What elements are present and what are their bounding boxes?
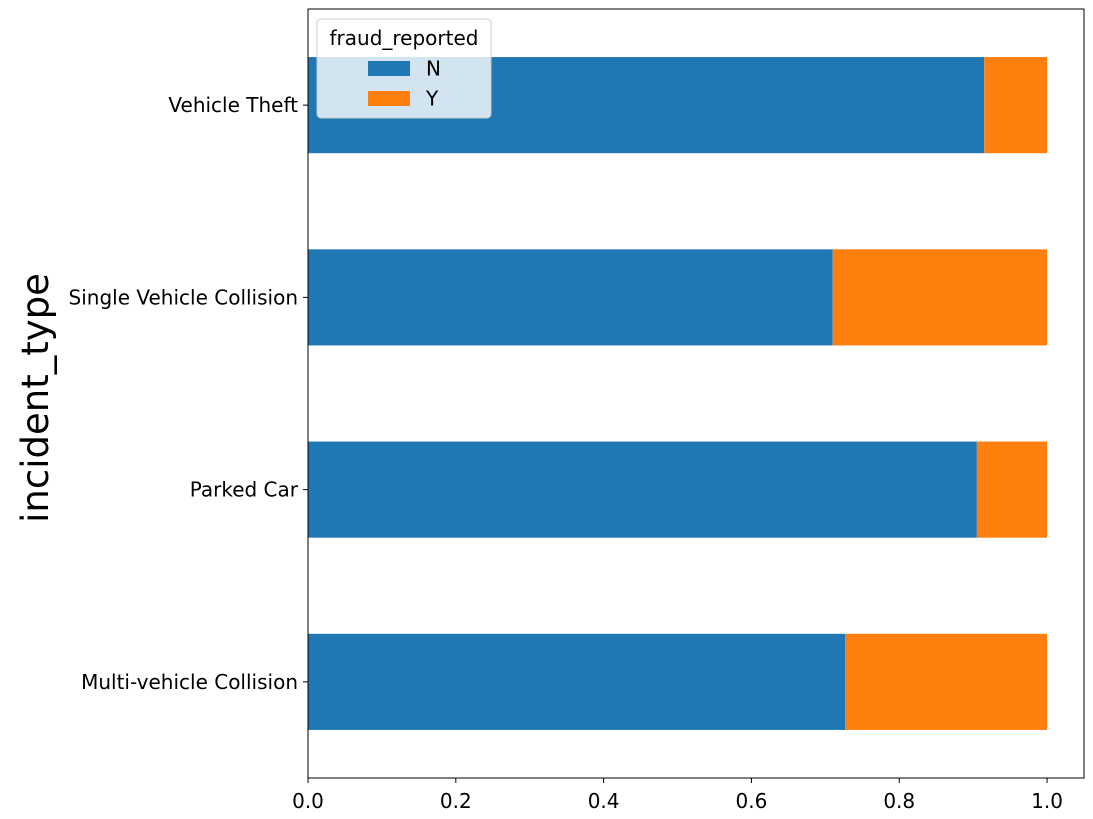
- legend-label-y: Y: [425, 87, 439, 111]
- legend-label-n: N: [426, 57, 441, 81]
- bar-multi-vehicle-collision-n: [308, 633, 846, 730]
- y-tick-label-parked-car: Parked Car: [190, 478, 299, 502]
- bars-group: [308, 57, 1048, 730]
- y-axis-label: incident_type: [14, 273, 57, 523]
- y-axis-ticks: Multi-vehicle Collision Parked Car Single …: [69, 93, 308, 694]
- bar-single-vehicle-collision-y: [832, 249, 1048, 346]
- bar-parked-car-y: [976, 441, 1048, 538]
- x-tick-label: 0.8: [883, 789, 915, 813]
- legend-title: fraud_reported: [330, 26, 479, 50]
- legend: fraud_reported NY: [316, 18, 492, 119]
- x-tick-label: 1.0: [1031, 789, 1063, 813]
- y-tick-label-single-vehicle-collision: Single Vehicle Collision: [69, 285, 298, 309]
- legend-items: NY: [368, 57, 441, 111]
- bar-vehicle-theft-y: [984, 57, 1048, 154]
- bar-multi-vehicle-collision-y: [845, 633, 1048, 730]
- x-axis-ticks: 0.0 0.2 0.4 0.6 0.8 1.0: [292, 778, 1063, 813]
- x-tick-label: 0.2: [440, 789, 472, 813]
- y-tick-label-vehicle-theft: Vehicle Theft: [168, 93, 298, 117]
- x-tick-label: 0.4: [588, 789, 620, 813]
- y-tick-label-multi-vehicle-collision: Multi-vehicle Collision: [81, 670, 298, 694]
- legend-swatch-y: [368, 91, 410, 106]
- x-tick-label: 0.0: [292, 789, 324, 813]
- plot-frame: [307, 8, 1085, 779]
- bar-parked-car-n: [308, 441, 977, 538]
- bar-single-vehicle-collision-n: [308, 249, 833, 346]
- legend-swatch-n: [368, 61, 410, 76]
- x-tick-label: 0.6: [736, 789, 768, 813]
